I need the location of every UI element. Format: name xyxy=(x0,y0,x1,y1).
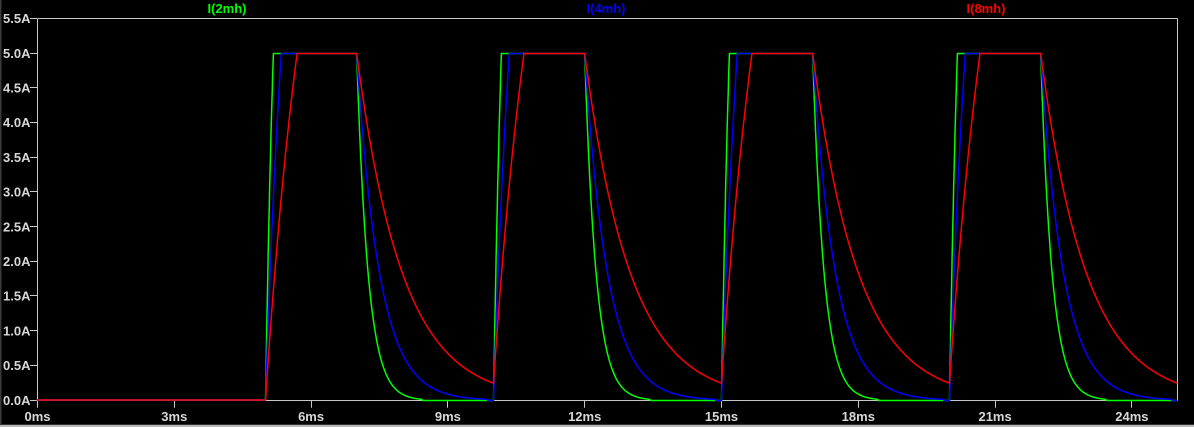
svg-text:0.0A: 0.0A xyxy=(3,393,31,408)
svg-text:2.5A: 2.5A xyxy=(3,219,31,234)
svg-text:21ms: 21ms xyxy=(978,409,1011,424)
svg-text:1.5A: 1.5A xyxy=(3,289,31,304)
svg-text:3ms: 3ms xyxy=(161,409,187,424)
svg-text:3.0A: 3.0A xyxy=(3,185,31,200)
svg-text:I(8mh): I(8mh) xyxy=(967,1,1006,16)
svg-text:4.0A: 4.0A xyxy=(3,115,31,130)
svg-text:5.5A: 5.5A xyxy=(3,11,31,26)
svg-text:I(2mh): I(2mh) xyxy=(208,1,247,16)
svg-text:1.0A: 1.0A xyxy=(3,323,31,338)
svg-text:0.5A: 0.5A xyxy=(3,358,31,373)
svg-text:9ms: 9ms xyxy=(435,409,461,424)
svg-text:I(4mh): I(4mh) xyxy=(587,1,626,16)
svg-text:4.5A: 4.5A xyxy=(3,81,31,96)
svg-text:0ms: 0ms xyxy=(24,409,50,424)
svg-text:15ms: 15ms xyxy=(705,409,738,424)
svg-text:24ms: 24ms xyxy=(1115,409,1148,424)
svg-text:2.0A: 2.0A xyxy=(3,254,31,269)
svg-text:12ms: 12ms xyxy=(568,409,601,424)
svg-text:18ms: 18ms xyxy=(842,409,875,424)
svg-text:5.0A: 5.0A xyxy=(3,46,31,61)
svg-text:3.5A: 3.5A xyxy=(3,150,31,165)
svg-text:6ms: 6ms xyxy=(298,409,324,424)
